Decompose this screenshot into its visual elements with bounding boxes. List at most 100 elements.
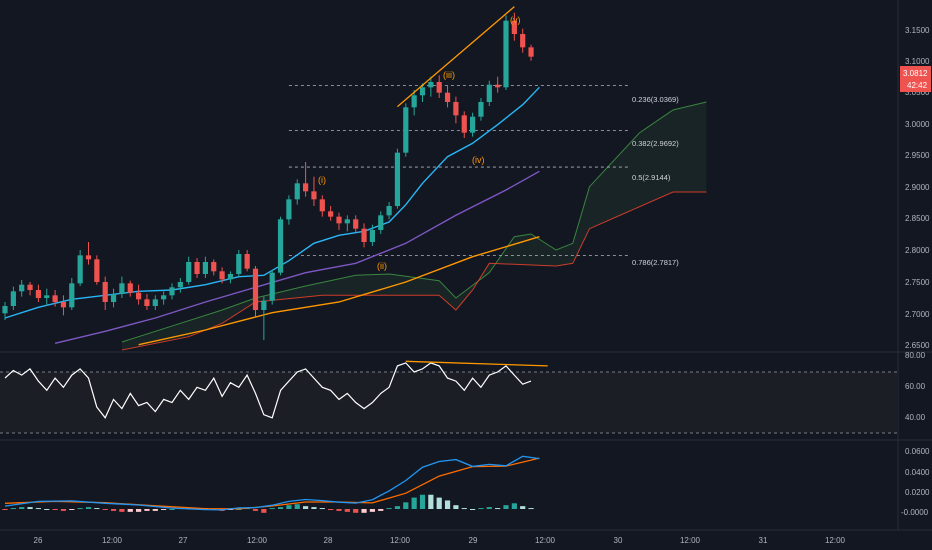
macd-tick: 0.0400 bbox=[905, 468, 930, 477]
macd-histogram-bar bbox=[286, 505, 292, 509]
time-tick: 29 bbox=[469, 536, 478, 545]
ma-fast-line bbox=[4, 86, 540, 319]
cloud-fill bbox=[121, 102, 707, 350]
candle-body bbox=[503, 20, 509, 88]
candle-body bbox=[411, 95, 417, 108]
time-tick: 12:00 bbox=[102, 536, 123, 545]
macd-histogram-bar bbox=[478, 508, 484, 510]
macd-histogram-bar bbox=[252, 509, 259, 511]
macd-histogram-bar bbox=[236, 509, 242, 510]
macd-scale[interactable]: 0.0600 0.0400 0.0200 -0.0000 bbox=[901, 447, 930, 517]
rsi-divergence-line bbox=[405, 360, 548, 367]
candle-body bbox=[403, 107, 409, 153]
time-tick: 12:00 bbox=[680, 536, 701, 545]
candle-body bbox=[328, 211, 334, 217]
candle-body bbox=[127, 283, 133, 293]
macd-histogram-bar bbox=[328, 509, 334, 510]
candle-body bbox=[294, 183, 300, 200]
candle-body bbox=[386, 206, 392, 216]
last-price-value: 3.0812 bbox=[903, 69, 928, 78]
candle-body bbox=[2, 306, 8, 314]
macd-histogram-bar bbox=[528, 508, 534, 510]
candle-body bbox=[177, 282, 183, 288]
macd-histogram-bar bbox=[60, 509, 67, 511]
wave-label-1: (i) bbox=[318, 175, 326, 185]
price-tick: 3.1000 bbox=[905, 57, 930, 66]
wave-label-2: (ii) bbox=[377, 261, 387, 271]
ma-slow-line bbox=[138, 236, 540, 346]
macd-histogram-bar bbox=[119, 509, 125, 512]
macd-histogram-bar bbox=[495, 508, 501, 510]
rsi-line bbox=[4, 362, 532, 419]
candle-body bbox=[236, 254, 242, 274]
macd-histogram-bar bbox=[27, 507, 33, 509]
time-tick: 12:00 bbox=[390, 536, 411, 545]
macd-histogram-bar bbox=[361, 509, 367, 513]
moving-averages bbox=[4, 86, 540, 346]
candle-body bbox=[369, 230, 375, 242]
fib-label-0786: 0.786(2.7817) bbox=[632, 258, 679, 267]
candle-body bbox=[394, 152, 401, 206]
candle-body bbox=[161, 295, 167, 300]
time-tick: 12:00 bbox=[535, 536, 556, 545]
macd-histogram-bar bbox=[486, 507, 492, 509]
macd-line bbox=[4, 455, 540, 511]
candle-body bbox=[94, 259, 100, 282]
candle-body bbox=[244, 254, 250, 269]
candle-body bbox=[269, 272, 275, 301]
candle-body bbox=[520, 34, 526, 48]
time-tick: 27 bbox=[179, 536, 188, 545]
candle-body bbox=[336, 216, 342, 224]
time-tick: 28 bbox=[324, 536, 333, 545]
candle-body bbox=[511, 20, 517, 34]
candle-body bbox=[77, 255, 83, 284]
candle-body bbox=[85, 255, 92, 260]
candle-body bbox=[286, 199, 292, 220]
macd-histogram-bar bbox=[344, 509, 350, 512]
fib-levels bbox=[288, 85, 630, 256]
time-tick: 26 bbox=[34, 536, 43, 545]
macd-histogram-bar bbox=[35, 508, 41, 510]
macd-histogram-bar bbox=[428, 494, 434, 509]
price-tick: 3.0000 bbox=[905, 120, 930, 129]
wave-label-4: (iv) bbox=[472, 155, 485, 165]
candle-body bbox=[102, 282, 108, 302]
fib-label-0382: 0.382(2.9692) bbox=[632, 139, 679, 148]
rsi-scale[interactable]: 80.00 60.00 40.00 bbox=[905, 351, 926, 422]
candle-body bbox=[252, 268, 259, 310]
candle-body bbox=[119, 283, 125, 294]
candle-body bbox=[303, 183, 309, 192]
time-tick: 12:00 bbox=[247, 536, 268, 545]
time-axis[interactable]: 26 12:00 27 12:00 28 12:00 29 12:00 30 1… bbox=[34, 536, 846, 545]
macd-histogram-bar bbox=[444, 500, 451, 509]
macd-histogram-bar bbox=[261, 509, 267, 513]
candle-body bbox=[361, 228, 367, 242]
macd-histogram-bar bbox=[69, 509, 75, 510]
candle-body bbox=[528, 47, 534, 57]
price-scale[interactable]: 3.1500 3.1000 3.0500 3.0000 2.9500 2.900… bbox=[905, 26, 930, 350]
price-tick: 3.0500 bbox=[905, 88, 930, 97]
macd-tick: 0.0600 bbox=[905, 447, 930, 456]
candle-body bbox=[60, 302, 67, 308]
macd-histogram-bar bbox=[136, 509, 142, 512]
macd-histogram-bar bbox=[10, 508, 16, 510]
macd-histogram-bar bbox=[303, 506, 309, 509]
rsi-tick: 60.00 bbox=[905, 382, 926, 391]
rsi-band-fill bbox=[0, 372, 898, 433]
macd-histogram-bar bbox=[369, 509, 375, 512]
macd-histogram-bar bbox=[319, 508, 325, 510]
macd-histogram-bar bbox=[311, 507, 317, 509]
candle-body bbox=[52, 295, 58, 302]
macd-histogram-bar bbox=[277, 507, 284, 509]
macd-histogram-bar bbox=[102, 509, 108, 510]
macd-histogram-bar bbox=[411, 497, 417, 509]
candle-body bbox=[144, 299, 150, 306]
time-tick: 30 bbox=[614, 536, 623, 545]
candle-body bbox=[169, 287, 175, 296]
macd-histogram-bar bbox=[169, 509, 175, 510]
candle-body bbox=[211, 262, 217, 272]
candle-body bbox=[344, 219, 350, 224]
macd-histogram-bar bbox=[152, 509, 158, 511]
candlesticks bbox=[2, 12, 534, 340]
